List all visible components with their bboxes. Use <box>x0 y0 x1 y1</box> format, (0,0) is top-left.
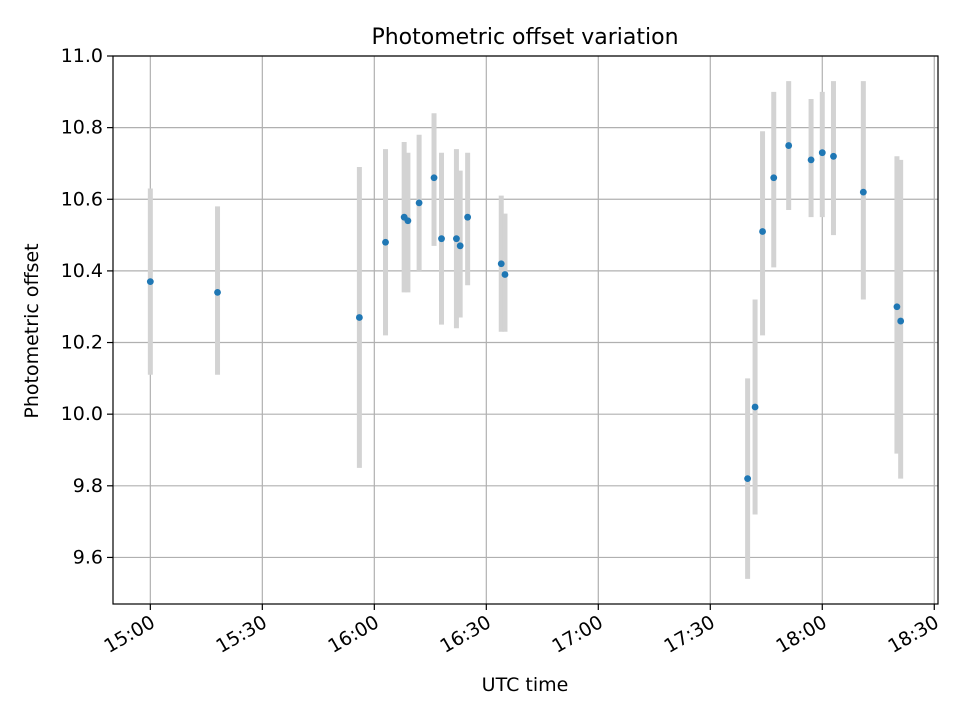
data-point <box>785 142 793 149</box>
x-tick-label: 17:30 <box>660 611 718 657</box>
y-tick-label: 10.6 <box>61 188 103 210</box>
data-point <box>355 314 363 321</box>
x-axis-label: UTC time <box>482 674 569 696</box>
x-tick-label: 16:30 <box>436 611 494 657</box>
data-point <box>759 228 766 235</box>
data-point <box>438 235 445 243</box>
data-point <box>382 238 389 246</box>
data-point <box>859 188 867 196</box>
data-points <box>146 142 905 483</box>
data-point <box>751 403 759 411</box>
grid <box>113 55 938 604</box>
x-tick-label: 16:00 <box>324 611 382 657</box>
data-point <box>214 288 221 296</box>
data-point <box>146 278 154 286</box>
data-point <box>456 242 464 250</box>
data-point <box>830 152 837 160</box>
data-point <box>501 271 509 278</box>
data-point <box>897 317 905 325</box>
y-tick-label: 10.8 <box>61 117 103 139</box>
y-tick-label: 11.0 <box>61 45 103 67</box>
y-tick-label: 10.0 <box>61 403 103 425</box>
data-point <box>430 174 438 182</box>
x-tick-label: 18:30 <box>884 611 942 657</box>
chart-title: Photometric offset variation <box>371 25 678 50</box>
x-tick-label: 17:00 <box>548 611 606 657</box>
plot-frame <box>112 55 939 605</box>
y-tick-label: 10.4 <box>61 260 103 282</box>
x-axis-ticks: 15:00 15:30 16:00 16:30 17:00 17:30 18:00 18:30 <box>100 604 943 658</box>
data-point <box>807 156 815 164</box>
data-point <box>893 303 901 311</box>
y-axis-label: Photometric offset <box>21 243 43 418</box>
y-tick-label: 9.6 <box>73 546 103 568</box>
data-point <box>415 199 423 207</box>
y-tick-label: 9.8 <box>73 475 103 497</box>
data-point <box>453 235 460 243</box>
y-axis-ticks: 9.6 9.8 10.0 10.2 10.4 10.6 10.8 11.0 <box>61 45 113 568</box>
data-point <box>744 475 752 483</box>
y-tick-label: 10.2 <box>61 332 103 354</box>
data-point <box>464 213 472 221</box>
data-point <box>404 217 412 225</box>
x-tick-label: 18:00 <box>772 611 830 657</box>
x-tick-label: 15:00 <box>100 611 158 657</box>
data-point <box>770 174 778 182</box>
x-tick-label: 15:30 <box>212 611 270 657</box>
data-point <box>497 260 505 268</box>
data-point <box>818 149 826 157</box>
